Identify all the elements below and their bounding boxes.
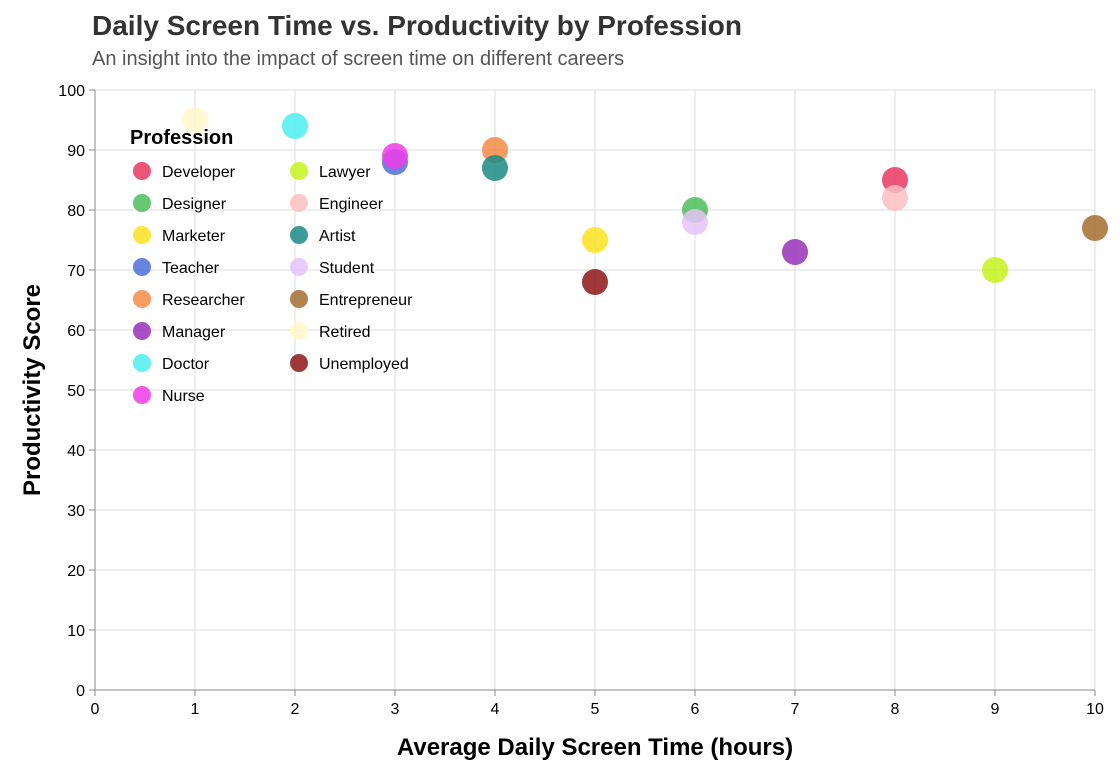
legend-label: Teacher (162, 260, 220, 277)
legend-swatch (133, 258, 151, 276)
legend-label: Lawyer (319, 164, 371, 181)
y-tick-label: 0 (76, 683, 85, 700)
legend-title: Profession (130, 127, 233, 149)
data-points (182, 107, 1108, 295)
legend-swatch (290, 226, 308, 244)
legend-swatch (290, 194, 308, 212)
point-doctor (282, 113, 308, 139)
x-tick-label: 1 (191, 701, 200, 718)
legend-swatch (290, 162, 308, 180)
x-tick-label: 6 (691, 701, 700, 718)
legend-item-student: Student (290, 258, 375, 277)
y-tick-label: 40 (67, 443, 85, 460)
grid (94, 89, 1096, 691)
x-axis-title: Average Daily Screen Time (hours) (397, 734, 793, 761)
legend-item-entrepreneur: Entrepreneur (290, 290, 413, 309)
legend-swatch (133, 322, 151, 340)
legend-item-lawyer: Lawyer (290, 162, 371, 181)
legend-label: Unemployed (319, 356, 409, 373)
point-nurse (382, 143, 408, 169)
legend-swatch (133, 290, 151, 308)
x-tick-label: 7 (791, 701, 800, 718)
y-tick-label: 100 (58, 83, 85, 100)
legend-label: Developer (162, 164, 236, 181)
legend-item-manager: Manager (133, 322, 226, 341)
chart-title: Daily Screen Time vs. Productivity by Pr… (92, 10, 742, 41)
x-tick-label: 5 (591, 701, 600, 718)
legend-label: Marketer (162, 228, 226, 245)
legend-swatch (133, 386, 151, 404)
point-manager (782, 239, 808, 265)
y-axis-title: Productivity Score (19, 284, 46, 496)
legend-label: Entrepreneur (319, 292, 413, 309)
legend-label: Manager (162, 324, 226, 341)
legend-label: Researcher (162, 292, 245, 309)
x-tick-label: 4 (491, 701, 500, 718)
legend-item-researcher: Researcher (133, 290, 245, 309)
legend-item-unemployed: Unemployed (290, 354, 409, 373)
legend-swatch (290, 322, 308, 340)
x-tick-label: 10 (1086, 701, 1104, 718)
legend-label: Doctor (162, 356, 210, 373)
x-tick-label: 8 (891, 701, 900, 718)
legend-swatch (133, 354, 151, 372)
point-student (682, 209, 708, 235)
legend-item-teacher: Teacher (133, 258, 220, 277)
legend-item-nurse: Nurse (133, 386, 205, 405)
legend-item-doctor: Doctor (133, 354, 210, 373)
legend-label: Artist (319, 228, 356, 245)
legend-label: Designer (162, 196, 227, 213)
legend-label: Retired (319, 324, 371, 341)
legend-item-designer: Designer (133, 194, 227, 213)
legend-label: Student (319, 260, 375, 277)
x-tick-label: 9 (991, 701, 1000, 718)
point-marketer (582, 227, 608, 253)
point-developer (882, 167, 908, 193)
y-tick-label: 90 (67, 143, 85, 160)
x-tick-label: 2 (291, 701, 300, 718)
point-engineer (882, 185, 908, 211)
point-entrepreneur (1082, 215, 1108, 241)
legend-item-artist: Artist (290, 226, 356, 245)
legend-swatch (290, 258, 308, 276)
legend-swatch (290, 290, 308, 308)
point-retired (182, 107, 208, 133)
legend-item-retired: Retired (290, 322, 371, 341)
legend-swatch (133, 162, 151, 180)
y-tick-label: 80 (67, 203, 85, 220)
x-tick-label: 0 (91, 701, 100, 718)
legend-swatch (290, 354, 308, 372)
legend-item-marketer: Marketer (133, 226, 226, 245)
legend-swatch (133, 226, 151, 244)
legend-label: Nurse (162, 388, 205, 405)
y-tick-label: 20 (67, 563, 85, 580)
legend-item-developer: Developer (133, 162, 236, 181)
point-lawyer (982, 257, 1008, 283)
y-tick-label: 30 (67, 503, 85, 520)
chart-subtitle: An insight into the impact of screen tim… (92, 48, 624, 70)
point-unemployed (582, 269, 608, 295)
legend-swatch (133, 194, 151, 212)
legend-label: Engineer (319, 196, 384, 213)
y-tick-label: 60 (67, 323, 85, 340)
y-tick-label: 10 (67, 623, 85, 640)
y-tick-label: 50 (67, 383, 85, 400)
point-researcher (482, 137, 508, 163)
x-tick-label: 3 (391, 701, 400, 718)
legend: Profession Developer Designer Marketer Teac… (130, 127, 413, 405)
point-artist (482, 155, 508, 181)
legend-item-engineer: Engineer (290, 194, 384, 213)
y-tick-label: 70 (67, 263, 85, 280)
